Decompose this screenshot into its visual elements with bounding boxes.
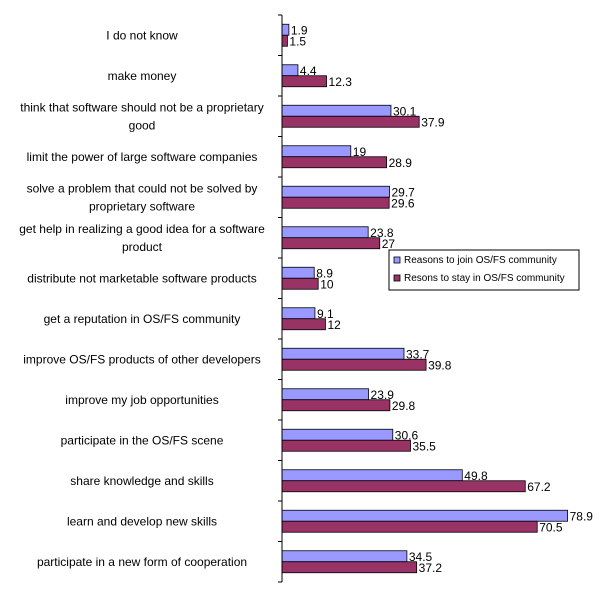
data-label: 19 <box>353 145 367 159</box>
bar-join <box>281 23 290 36</box>
category-label: good <box>129 118 156 132</box>
category-label: think that software should not be a prop… <box>20 100 263 114</box>
legend-label: Resons to stay in OS/FS community <box>404 273 565 284</box>
bar-join <box>281 266 315 279</box>
data-label: 29.7 <box>392 185 416 199</box>
data-label: 33.7 <box>406 347 430 361</box>
bar-stay <box>281 439 411 452</box>
category-label: distribute not marketable software produ… <box>27 271 256 285</box>
data-label: 37.2 <box>419 561 443 575</box>
data-label: 9.1 <box>317 307 334 321</box>
bar-stay <box>281 196 390 209</box>
bar-stay <box>281 561 418 574</box>
data-label: 70.5 <box>539 520 563 534</box>
data-label: 4.4 <box>300 64 317 78</box>
data-label: 28.9 <box>389 156 413 170</box>
bar-join <box>281 347 405 360</box>
data-label: 29.8 <box>392 399 416 413</box>
data-label: 30.1 <box>393 104 417 118</box>
category-label: participate in the OS/FS scene <box>61 433 224 447</box>
bar-stay <box>281 156 388 169</box>
category-label: make money <box>108 69 177 83</box>
legend-box <box>388 249 580 291</box>
bars-group <box>281 23 569 574</box>
category-label: improve OS/FS products of other develope… <box>23 352 260 366</box>
category-label: improve my job opportunities <box>65 393 218 407</box>
bar-join <box>281 550 408 563</box>
category-label: share knowledge and skills <box>70 474 213 488</box>
data-label: 29.6 <box>391 196 415 210</box>
legend: Reasons to join OS/FS community Resons to… <box>388 249 580 291</box>
bar-join <box>281 428 394 441</box>
data-label: 37.9 <box>421 115 445 129</box>
data-label: 49.8 <box>464 469 488 483</box>
legend-swatch <box>393 256 401 264</box>
data-label: 30.6 <box>395 428 419 442</box>
category-label: solve a problem that could not be solved… <box>27 181 258 195</box>
data-label: 10 <box>320 277 334 291</box>
category-label: get a reputation in OS/FS community <box>44 312 241 326</box>
category-label: get help in realizing a good idea for a … <box>19 222 265 236</box>
data-label: 27 <box>382 237 396 251</box>
bar-stay <box>281 34 288 47</box>
data-label: 23.8 <box>370 226 394 240</box>
bar-join <box>281 185 390 198</box>
bar-stay <box>281 480 526 493</box>
category-label: proprietary software <box>89 199 195 213</box>
data-label: 34.5 <box>409 550 433 564</box>
bar-join <box>281 64 299 77</box>
data-label: 23.9 <box>371 388 395 402</box>
category-label: I do not know <box>106 28 178 42</box>
bar-join <box>281 145 352 158</box>
data-label: 12 <box>327 318 341 332</box>
data-label: 12.3 <box>329 75 353 89</box>
axis-group <box>278 14 283 583</box>
data-label: 78.9 <box>570 509 594 523</box>
data-label: 67.2 <box>527 480 551 494</box>
data-label: 1.5 <box>289 34 306 48</box>
labels-group: I do not know 1.91.5 make money 4.4 12.3 thin… <box>19 23 593 575</box>
bar-join <box>281 226 369 239</box>
bar-join <box>281 509 569 522</box>
data-label: 1.9 <box>291 23 308 37</box>
category-label: product <box>122 240 163 254</box>
data-label: 35.5 <box>413 439 437 453</box>
category-label: participate in a new form of cooperation <box>37 555 247 569</box>
data-label: 8.9 <box>316 266 333 280</box>
bar-stay <box>281 520 538 533</box>
category-label: limit the power of large software compan… <box>27 150 258 164</box>
legend-label: Reasons to join OS/FS community <box>404 255 557 266</box>
legend-swatch <box>393 274 401 282</box>
bar-stay <box>281 358 427 371</box>
category-label: learn and develop new skills <box>67 514 217 528</box>
bar-stay <box>281 237 381 250</box>
bar-stay <box>281 277 319 290</box>
bar-join <box>281 388 369 401</box>
data-label: 39.8 <box>428 358 452 372</box>
bar-join <box>281 307 316 320</box>
bar-join <box>281 104 392 117</box>
bar-join <box>281 469 463 482</box>
